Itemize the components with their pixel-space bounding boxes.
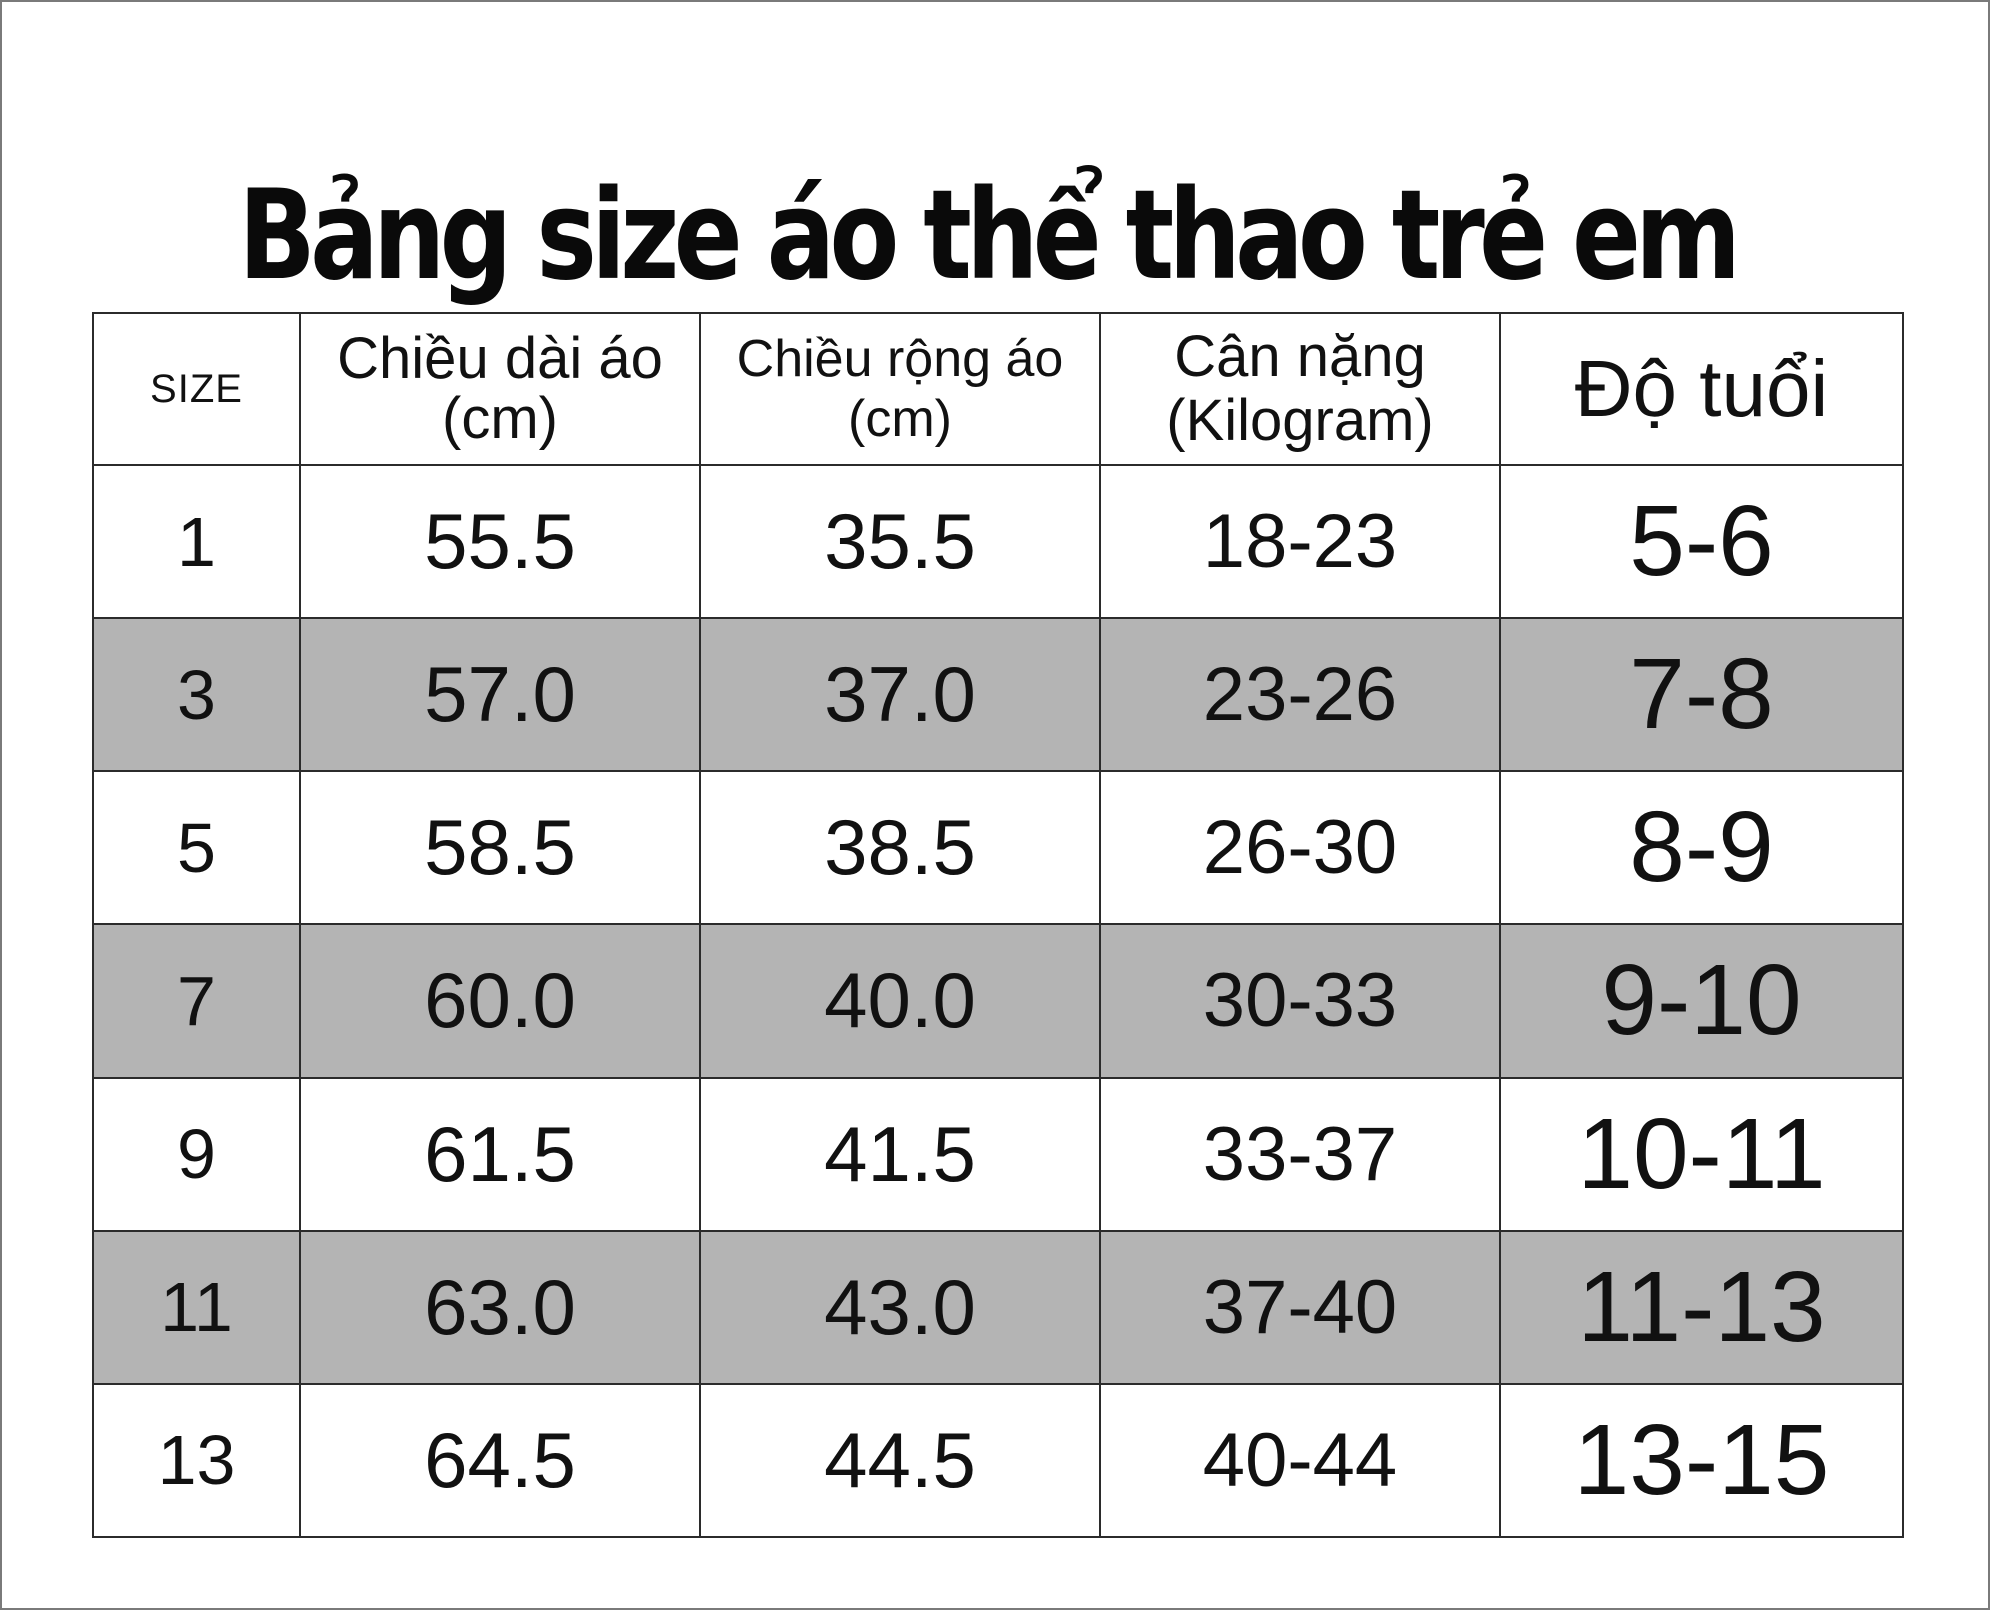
size-chart-table: SIZE Chiều dài áo (cm) Chiều rộng áo (cm… bbox=[92, 312, 1904, 1539]
header-width-label: Chiều rộng áo bbox=[736, 330, 1064, 388]
table-row: 7 60.0 40.0 30-33 9-10 bbox=[92, 923, 1904, 1079]
table-body: 1 55.5 35.5 18-23 5-6 3 57.0 37.0 23-26 … bbox=[92, 463, 1904, 1539]
table-row: 5 58.5 38.5 26-30 8-9 bbox=[92, 770, 1904, 926]
cell-width: 44.5 bbox=[699, 1382, 1101, 1539]
cell-age: 10-11 bbox=[1499, 1076, 1904, 1232]
cell-weight: 37-40 bbox=[1099, 1229, 1501, 1385]
header-row: SIZE Chiều dài áo (cm) Chiều rộng áo (cm… bbox=[92, 312, 1904, 466]
cell-size: 3 bbox=[92, 617, 301, 773]
table-row: 9 61.5 41.5 33-37 10-11 bbox=[92, 1076, 1904, 1232]
cell-weight: 40-44 bbox=[1099, 1382, 1501, 1539]
cell-width: 35.5 bbox=[699, 463, 1101, 620]
cell-age: 9-10 bbox=[1499, 923, 1904, 1079]
cell-size: 5 bbox=[92, 770, 301, 926]
cell-size: 7 bbox=[92, 923, 301, 1079]
cell-length: 58.5 bbox=[299, 770, 701, 926]
cell-width: 38.5 bbox=[699, 770, 1101, 926]
header-width: Chiều rộng áo (cm) bbox=[699, 312, 1101, 466]
cell-length: 57.0 bbox=[299, 617, 701, 773]
header-weight-label: Cân nặng bbox=[1174, 324, 1426, 389]
cell-age: 11-13 bbox=[1499, 1229, 1904, 1385]
cell-length: 55.5 bbox=[299, 463, 701, 620]
header-length-label: Chiều dài áo bbox=[337, 326, 663, 391]
cell-size: 13 bbox=[92, 1382, 301, 1539]
cell-weight: 30-33 bbox=[1099, 923, 1501, 1079]
cell-width: 40.0 bbox=[699, 923, 1101, 1079]
header-size: SIZE bbox=[92, 312, 301, 466]
cell-length: 63.0 bbox=[299, 1229, 701, 1385]
cell-size: 1 bbox=[92, 463, 301, 620]
page-title: Bảng size áo thể thao trẻ em bbox=[238, 164, 1741, 309]
table-header: SIZE Chiều dài áo (cm) Chiều rộng áo (cm… bbox=[92, 312, 1904, 466]
cell-weight: 23-26 bbox=[1099, 617, 1501, 773]
cell-weight: 18-23 bbox=[1099, 463, 1501, 620]
table-row: 11 63.0 43.0 37-40 11-13 bbox=[92, 1229, 1904, 1385]
cell-length: 60.0 bbox=[299, 923, 701, 1079]
cell-age: 5-6 bbox=[1499, 463, 1904, 620]
header-length-unit: (cm) bbox=[442, 386, 558, 451]
cell-weight: 33-37 bbox=[1099, 1076, 1501, 1232]
cell-length: 61.5 bbox=[299, 1076, 701, 1232]
header-weight: Cân nặng (Kilogram) bbox=[1099, 312, 1501, 466]
header-weight-unit: (Kilogram) bbox=[1166, 388, 1434, 453]
table-row: 13 64.5 44.5 40-44 13-15 bbox=[92, 1382, 1904, 1539]
cell-age: 7-8 bbox=[1499, 617, 1904, 773]
header-age: Độ tuổi bbox=[1499, 312, 1904, 466]
cell-width: 43.0 bbox=[699, 1229, 1101, 1385]
cell-length: 64.5 bbox=[299, 1382, 701, 1539]
cell-size: 9 bbox=[92, 1076, 301, 1232]
cell-age: 13-15 bbox=[1499, 1382, 1904, 1539]
header-width-unit: (cm) bbox=[848, 390, 952, 448]
cell-age: 8-9 bbox=[1499, 770, 1904, 926]
cell-width: 37.0 bbox=[699, 617, 1101, 773]
table-row: 3 57.0 37.0 23-26 7-8 bbox=[92, 617, 1904, 773]
table-row: 1 55.5 35.5 18-23 5-6 bbox=[92, 463, 1904, 620]
cell-weight: 26-30 bbox=[1099, 770, 1501, 926]
cell-size: 11 bbox=[92, 1229, 301, 1385]
cell-width: 41.5 bbox=[699, 1076, 1101, 1232]
header-length: Chiều dài áo (cm) bbox=[299, 312, 701, 466]
